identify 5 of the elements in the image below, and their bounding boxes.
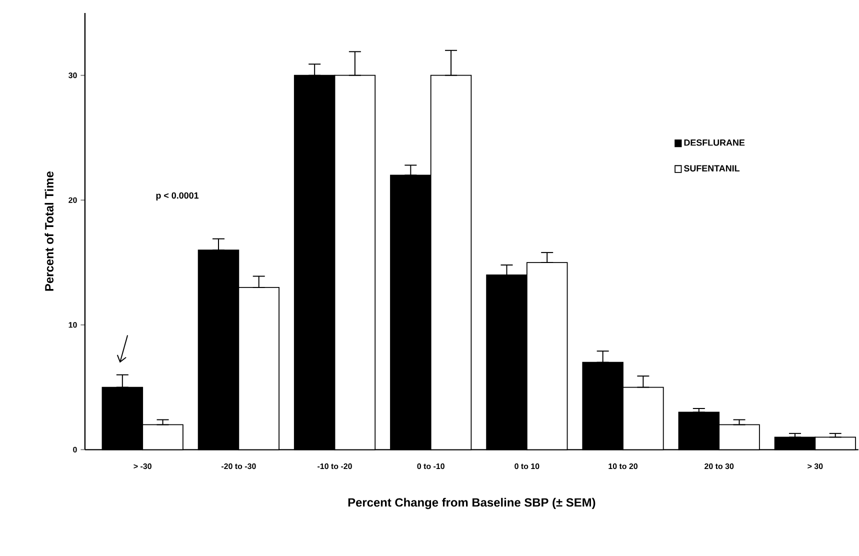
- legend-label: SUFENTANIL: [684, 165, 740, 172]
- y-axis-title: Percent of Total Time: [44, 172, 54, 291]
- annotation: p < 0.0001: [156, 192, 199, 201]
- x-axis-title: Percent Change from Baseline SBP (± SEM): [348, 498, 596, 510]
- legend-label: DESFLURANE: [684, 140, 745, 146]
